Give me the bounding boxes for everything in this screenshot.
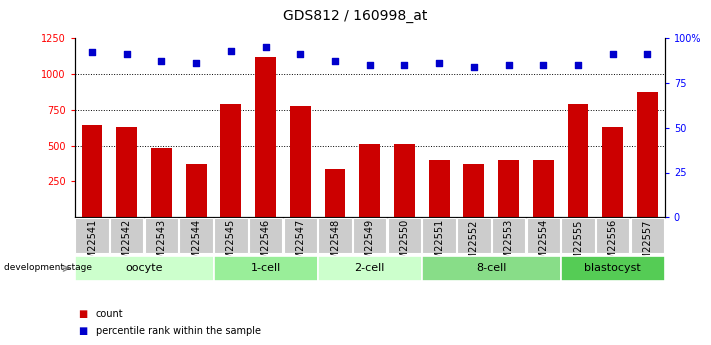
- Bar: [533, 160, 554, 217]
- Bar: [318, 256, 422, 281]
- Bar: [249, 218, 282, 253]
- Bar: [387, 218, 421, 253]
- Text: oocyte: oocyte: [125, 263, 163, 273]
- Bar: [117, 127, 137, 217]
- Bar: [527, 218, 560, 253]
- Bar: [561, 256, 665, 281]
- Bar: [631, 218, 664, 253]
- Text: ■: ■: [78, 309, 87, 319]
- Point: [225, 48, 237, 53]
- Text: GSM22556: GSM22556: [608, 219, 618, 273]
- Text: count: count: [96, 309, 124, 319]
- Text: blastocyst: blastocyst: [584, 263, 641, 273]
- Text: GSM22552: GSM22552: [469, 219, 479, 273]
- Text: GSM22553: GSM22553: [503, 219, 513, 273]
- Text: GSM22551: GSM22551: [434, 219, 444, 273]
- Text: GSM22554: GSM22554: [538, 219, 548, 273]
- Bar: [255, 57, 276, 217]
- Text: development stage: development stage: [4, 263, 92, 272]
- Bar: [110, 218, 144, 253]
- Bar: [498, 160, 519, 217]
- Point: [607, 51, 619, 57]
- Bar: [82, 126, 102, 217]
- Text: GSM22545: GSM22545: [226, 219, 236, 273]
- Bar: [422, 218, 456, 253]
- Point: [260, 44, 272, 50]
- Text: GSM22548: GSM22548: [330, 219, 340, 272]
- Text: GSM22541: GSM22541: [87, 219, 97, 272]
- Bar: [429, 160, 449, 217]
- Bar: [602, 127, 623, 217]
- Bar: [284, 218, 317, 253]
- Point: [121, 51, 132, 57]
- Text: GSM22555: GSM22555: [573, 219, 583, 273]
- Bar: [359, 144, 380, 217]
- Bar: [145, 218, 178, 253]
- Bar: [220, 104, 241, 217]
- Point: [191, 60, 202, 66]
- Bar: [325, 169, 346, 217]
- Point: [468, 64, 479, 69]
- Bar: [562, 218, 594, 253]
- Bar: [567, 104, 589, 217]
- Text: ■: ■: [78, 326, 87, 336]
- Bar: [290, 106, 311, 217]
- Bar: [75, 256, 213, 281]
- Point: [434, 60, 445, 66]
- Text: GSM22549: GSM22549: [365, 219, 375, 272]
- Bar: [179, 218, 213, 253]
- Point: [572, 62, 584, 68]
- Text: GSM22557: GSM22557: [643, 219, 653, 273]
- Text: GSM22550: GSM22550: [400, 219, 410, 273]
- Point: [538, 62, 549, 68]
- Point: [503, 62, 514, 68]
- Point: [294, 51, 306, 57]
- Bar: [492, 218, 525, 253]
- Bar: [353, 218, 386, 253]
- Bar: [464, 164, 484, 217]
- Bar: [213, 256, 318, 281]
- Text: 8-cell: 8-cell: [476, 263, 506, 273]
- Bar: [186, 164, 207, 217]
- Text: GSM22544: GSM22544: [191, 219, 201, 272]
- Bar: [457, 218, 491, 253]
- Text: GDS812 / 160998_at: GDS812 / 160998_at: [283, 9, 428, 23]
- Bar: [319, 218, 352, 253]
- Text: percentile rank within the sample: percentile rank within the sample: [96, 326, 261, 336]
- Text: GSM22543: GSM22543: [156, 219, 166, 272]
- Bar: [394, 144, 415, 217]
- Bar: [596, 218, 629, 253]
- Point: [399, 62, 410, 68]
- Text: GSM22546: GSM22546: [260, 219, 271, 272]
- Bar: [422, 256, 561, 281]
- Bar: [214, 218, 247, 253]
- Text: 1-cell: 1-cell: [250, 263, 281, 273]
- Bar: [151, 148, 172, 217]
- Point: [329, 59, 341, 64]
- Point: [86, 50, 97, 55]
- Bar: [75, 218, 109, 253]
- Text: 2-cell: 2-cell: [355, 263, 385, 273]
- Bar: [637, 92, 658, 217]
- Point: [364, 62, 375, 68]
- Text: GSM22547: GSM22547: [295, 219, 305, 273]
- Text: GSM22542: GSM22542: [122, 219, 132, 273]
- Point: [642, 51, 653, 57]
- Point: [156, 59, 167, 64]
